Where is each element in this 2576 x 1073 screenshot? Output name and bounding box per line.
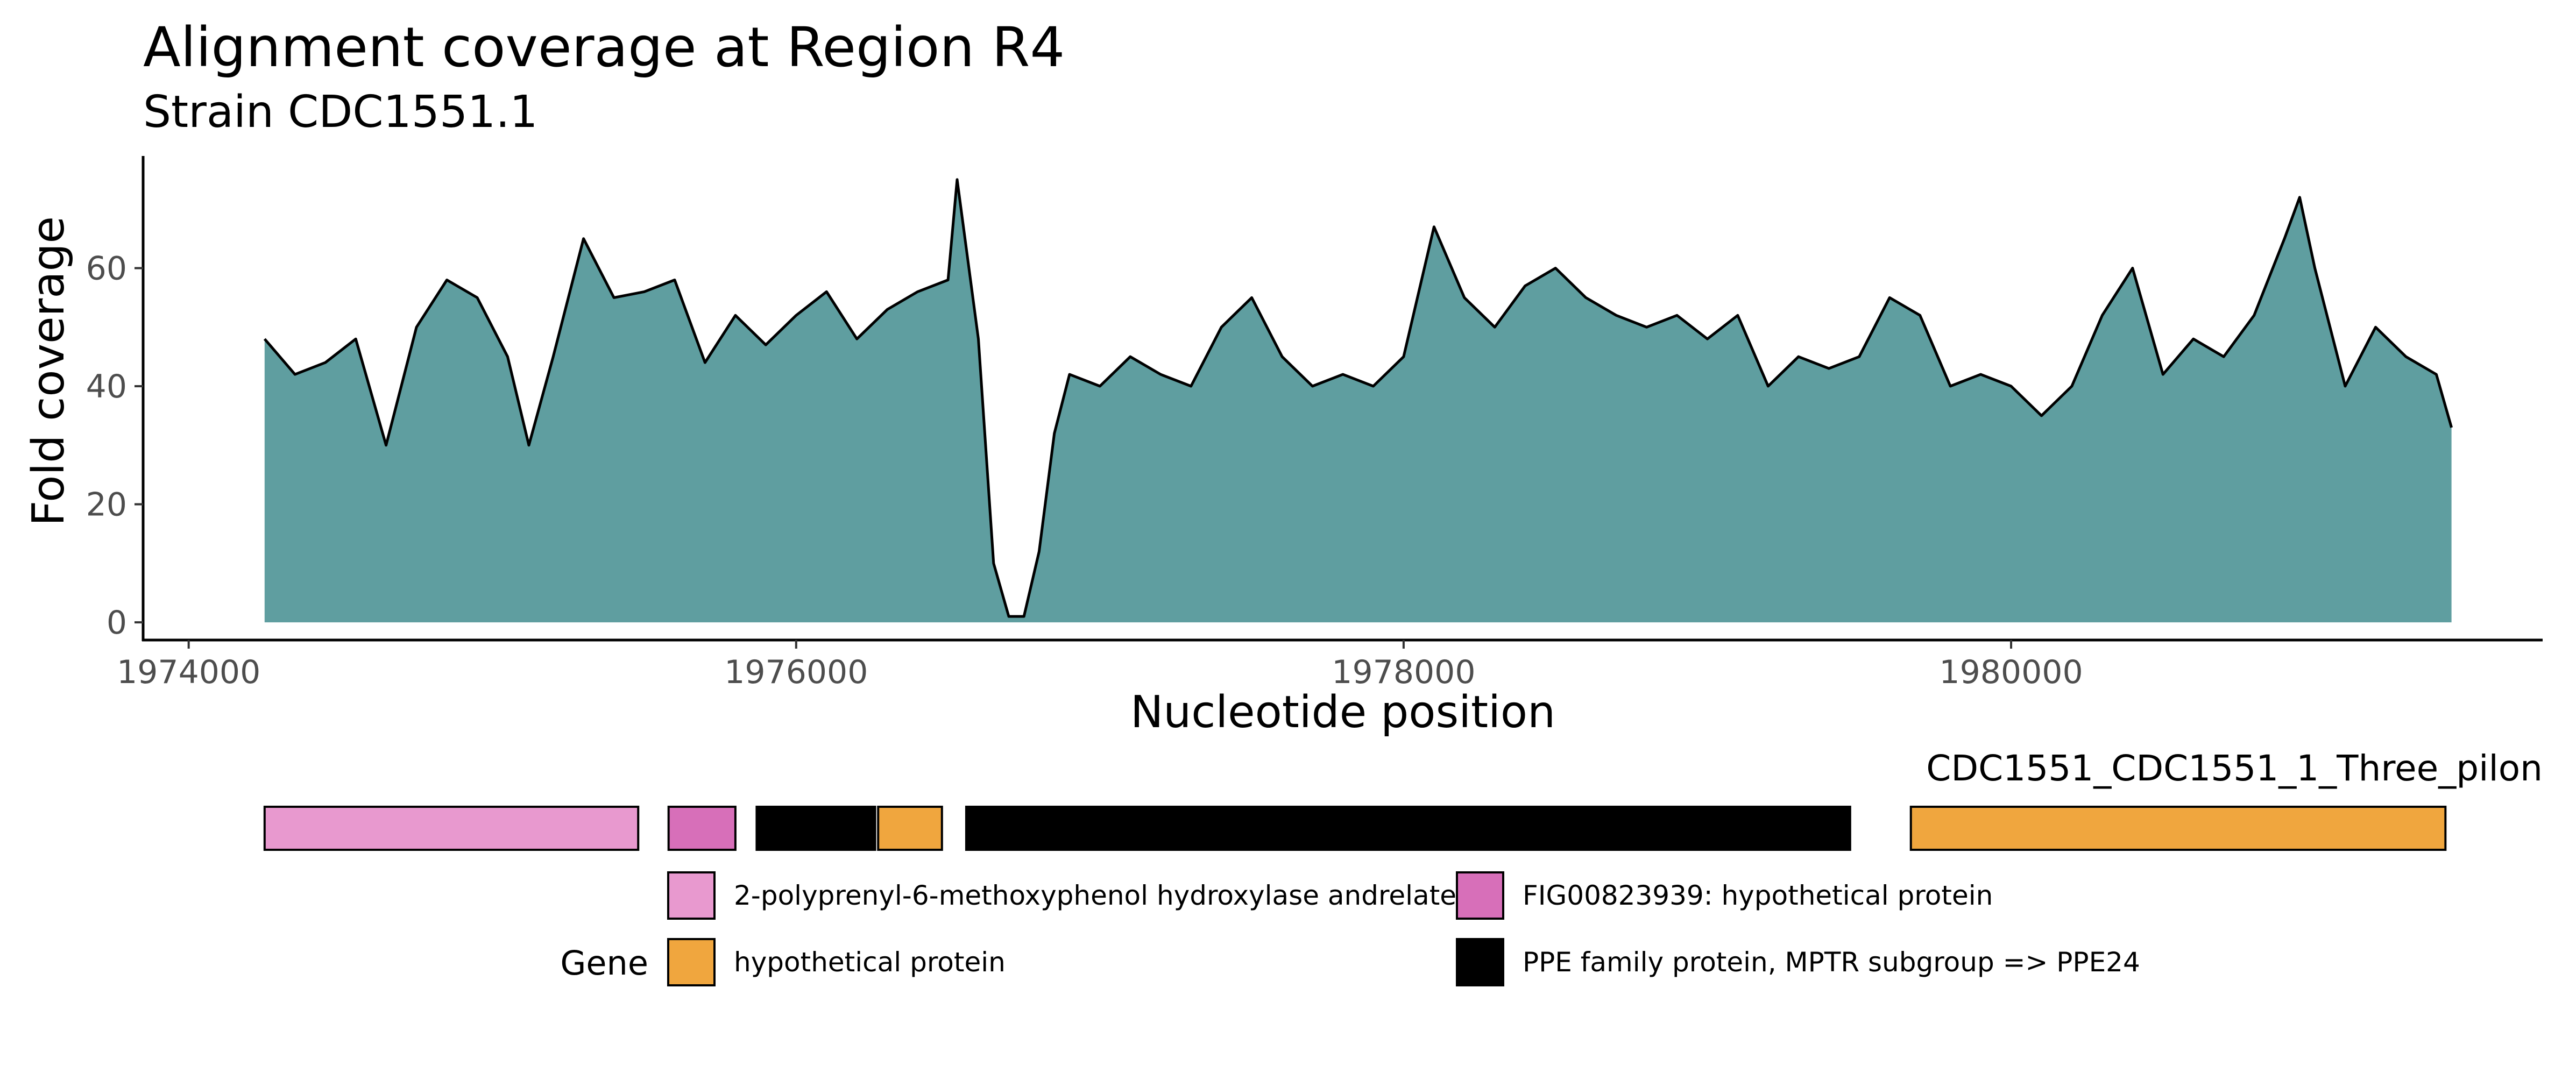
axes: 0 20 40 60 1974000 1976000 1978000 1980000 xyxy=(86,156,2543,691)
y-axis-title: Fold coverage xyxy=(23,216,74,526)
coverage-line xyxy=(263,178,2453,618)
x-tick-label: 1978000 xyxy=(1332,653,1475,691)
x-axis-title: Nucleotide position xyxy=(1130,687,1555,738)
gene-legend: Gene 2-polyprenyl-6-methoxyphenol hydrox… xyxy=(560,871,2140,986)
legend-label: hypothetical protein xyxy=(734,947,1006,978)
chart-subtitle: Strain CDC1551.1 xyxy=(143,87,538,138)
y-tick-label: 20 xyxy=(86,486,127,524)
legend-key xyxy=(667,871,716,920)
y-tick-label: 60 xyxy=(86,250,127,288)
gene-block xyxy=(965,806,1851,851)
gene-block xyxy=(755,806,876,851)
legend-title: Gene xyxy=(560,943,648,983)
legend-label: PPE family protein, MPTR subgroup => PPE… xyxy=(1523,947,2140,978)
coverage-area xyxy=(264,179,2452,623)
x-tick-label: 1976000 xyxy=(724,653,868,691)
plot-area xyxy=(263,178,2453,623)
gene-track-label: CDC1551_CDC1551_1_Three_pilon xyxy=(1926,748,2543,789)
gene-block xyxy=(877,806,943,851)
y-tick-label: 40 xyxy=(86,368,127,406)
legend-label: FIG00823939: hypothetical protein xyxy=(1523,880,1993,911)
x-tick-label: 1974000 xyxy=(117,653,260,691)
gene-block xyxy=(263,806,640,851)
gene-track xyxy=(263,806,2447,851)
legend-key xyxy=(1456,871,1504,920)
y-tick-label: 0 xyxy=(107,604,127,642)
gene-block xyxy=(1909,806,2447,851)
legend-key xyxy=(1456,938,1504,986)
gene-block xyxy=(667,806,737,851)
legend-label: 2-polyprenyl-6-methoxyphenol hydroxylase… xyxy=(734,880,1456,911)
x-tick-label: 1980000 xyxy=(1939,653,2083,691)
legend-key xyxy=(667,938,716,986)
chart-title: Alignment coverage at Region R4 xyxy=(143,16,1065,80)
